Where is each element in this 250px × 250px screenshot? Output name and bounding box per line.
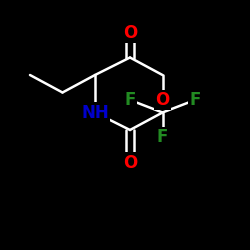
Text: F: F	[124, 91, 136, 109]
Text: O: O	[156, 91, 170, 109]
Text: F: F	[189, 91, 201, 109]
Text: NH: NH	[81, 104, 109, 122]
Text: O: O	[123, 24, 137, 42]
Text: F: F	[157, 128, 168, 146]
Text: O: O	[123, 154, 137, 172]
